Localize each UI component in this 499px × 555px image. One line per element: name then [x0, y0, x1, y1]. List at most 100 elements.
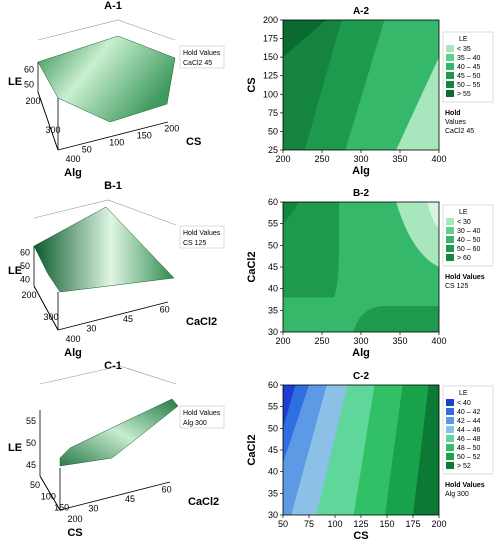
y-tick-label: 45 [123, 314, 133, 324]
x-tick-label: 175 [405, 519, 420, 529]
legend-title: LE [459, 209, 468, 216]
contour-panel-b-2: B-2 200 250 300 350 400 Alg 30 35 40 45 50 55 60 CaCl2… [246, 188, 494, 359]
legend-entry: 40 – 50 [457, 237, 480, 244]
contour-regions [283, 20, 439, 150]
legend-entry: 50 – 60 [457, 246, 480, 253]
legend-swatch [446, 453, 454, 460]
legend-entry: 40 – 45 [457, 64, 480, 71]
hold-values-box [179, 225, 225, 249]
y-tick-label: 40 [268, 284, 278, 294]
x-tick-label: 350 [392, 154, 407, 164]
surface-back-frame [33, 199, 177, 226]
contour-regions [283, 202, 439, 332]
hold-values-text: Alg 300 [183, 420, 207, 427]
hold-values-text: Hold [445, 110, 461, 117]
legend-entry: > 60 [457, 255, 471, 262]
legend-swatch [446, 245, 454, 252]
response-surface [33, 206, 175, 293]
contour-region [283, 202, 340, 298]
y-tick-label: 60 [160, 305, 170, 315]
x-tick-label: 200 [25, 96, 40, 106]
x-axis-label: Alg [352, 347, 370, 359]
y-tick-label: 25 [268, 145, 278, 155]
hold-values-text: CaCl2 45 [183, 60, 212, 67]
z-tick-label: 50 [26, 438, 36, 448]
panel-title: C-2 [353, 371, 370, 382]
x-tick-label: 350 [392, 336, 407, 346]
x-tick-label: 50 [30, 480, 40, 490]
x-tick-label: 100 [41, 491, 56, 501]
legend-entry: 50 – 52 [457, 454, 480, 461]
legend-swatch [446, 426, 454, 433]
y-axis-label: CS [246, 77, 258, 92]
x-tick-label: 200 [275, 336, 290, 346]
y-tick-label: 45 [125, 494, 135, 504]
legend-swatch [446, 54, 454, 61]
hold-values-text: Alg 300 [445, 491, 469, 498]
x-tick-label: 300 [43, 312, 58, 322]
surface-panel-b-1: B-1 40 50 60 LE 200 300 400 Alg 30 45 60 CaCl2 Hold V… [8, 180, 225, 359]
y-tick-label: 125 [263, 71, 278, 81]
y-tick-label: 35 [268, 305, 278, 315]
legend-entry: > 55 [457, 91, 471, 98]
z-tick-label: 55 [26, 416, 36, 426]
contour-panel-a-2: A-2 200 250 300 350 400 Alg 25 50 75 100 125 150 175 2… [246, 6, 494, 177]
contour-regions [283, 385, 439, 515]
legend-entry: 46 – 48 [457, 436, 480, 443]
legend-swatch [446, 72, 454, 79]
x-tick-label: 100 [327, 519, 342, 529]
contour-region [396, 202, 439, 267]
y-tick-label: 50 [268, 423, 278, 433]
y-tick-label: 55 [268, 402, 278, 412]
x-tick-label: 400 [65, 154, 80, 164]
z-axis-label: LE [8, 442, 22, 454]
y-tick-label: 60 [268, 197, 278, 207]
x-axis-label: CS [67, 527, 82, 539]
contour-region [353, 306, 439, 332]
legend-entry: 35 – 40 [457, 55, 480, 62]
y-tick-label: 200 [164, 124, 179, 134]
hold-values-text: Hold Values [183, 230, 221, 237]
legend-swatch [446, 81, 454, 88]
legend-entry: < 30 [457, 219, 471, 226]
contour-region [396, 57, 439, 150]
response-surface [37, 35, 176, 123]
contour-region [283, 385, 296, 429]
y-axis-line [57, 301, 169, 331]
legend-swatch [446, 227, 454, 234]
x-tick-label: 50 [278, 519, 288, 529]
z-tick-label: 50 [20, 261, 30, 271]
x-tick-label: 125 [353, 519, 368, 529]
legend-swatch [446, 435, 454, 442]
x-tick-label: 200 [67, 514, 82, 524]
hold-values-text: CaCl2 45 [445, 128, 474, 135]
y-tick-label: 200 [263, 15, 278, 25]
panel-title: B-1 [104, 180, 122, 192]
z-tick-label: 40 [20, 274, 30, 284]
hold-values-text: Hold Values [183, 410, 221, 417]
legend-entry: 30 – 40 [457, 228, 480, 235]
hold-values-text: Hold Values [445, 482, 485, 489]
z-axis-label: LE [8, 76, 22, 88]
y-tick-label: 100 [263, 89, 278, 99]
legend-entry: 40 – 42 [457, 409, 480, 416]
legend-swatch [446, 45, 454, 52]
legend-entry: > 52 [457, 463, 471, 470]
x-tick-label: 150 [379, 519, 394, 529]
legend-title: LE [459, 36, 468, 43]
x-tick-label: 200 [431, 519, 446, 529]
legend-swatch [446, 90, 454, 97]
legend-swatch [446, 63, 454, 70]
y-tick-label: 50 [268, 240, 278, 250]
y-axis-label: CaCl2 [188, 496, 219, 508]
legend-swatch [446, 218, 454, 225]
z-axis-label: LE [8, 265, 22, 277]
x-tick-label: 200 [275, 154, 290, 164]
legend-entry: 44 – 46 [457, 427, 480, 434]
z-tick-label: 45 [26, 460, 36, 470]
x-tick-label: 400 [65, 334, 80, 344]
y-tick-label: 150 [137, 131, 152, 141]
contour-region [283, 202, 299, 224]
x-tick-label: 250 [314, 336, 329, 346]
y-tick-label: 75 [268, 108, 278, 118]
